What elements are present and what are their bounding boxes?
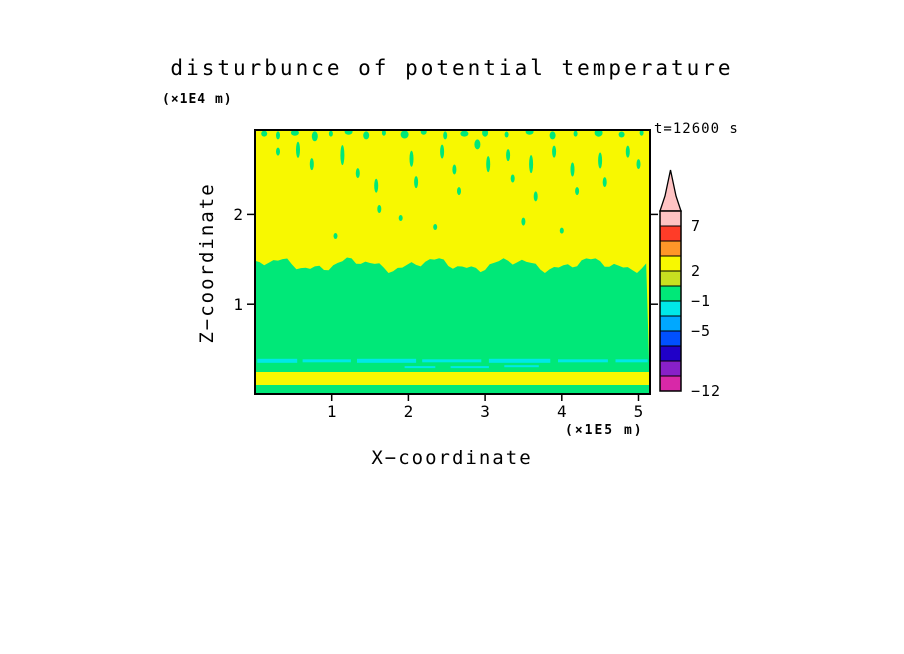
- chart-title: disturbunce of potential temperature: [170, 56, 734, 80]
- y-axis-title: Z−coordinate: [196, 182, 218, 344]
- colorbar-label: −1: [691, 292, 712, 310]
- colorbar-label: −12: [691, 382, 722, 400]
- plot-border: [254, 129, 651, 395]
- x-tick-label: 2: [403, 402, 414, 421]
- x-tick-label: 4: [556, 402, 567, 421]
- y-axis-unit: (×1E4 m): [162, 92, 233, 107]
- x-tick-label: 5: [633, 402, 644, 421]
- time-annotation: t=12600 s: [654, 121, 739, 137]
- plot-field: [255, 130, 650, 394]
- axis-ticks: [247, 213, 658, 401]
- x-axis-unit: (×1E5 m): [565, 423, 644, 438]
- colorbar: [659, 169, 682, 392]
- colorbar-label: −5: [691, 322, 712, 340]
- colorbar-label: 7: [691, 217, 702, 235]
- x-axis-title: X−coordinate: [371, 447, 533, 469]
- y-tick-label: 1: [233, 295, 243, 315]
- colorbar-label: 2: [691, 262, 702, 280]
- y-tick-label: 2: [233, 205, 243, 225]
- x-tick-label: 3: [480, 402, 490, 421]
- x-tick-label: 1: [326, 402, 337, 421]
